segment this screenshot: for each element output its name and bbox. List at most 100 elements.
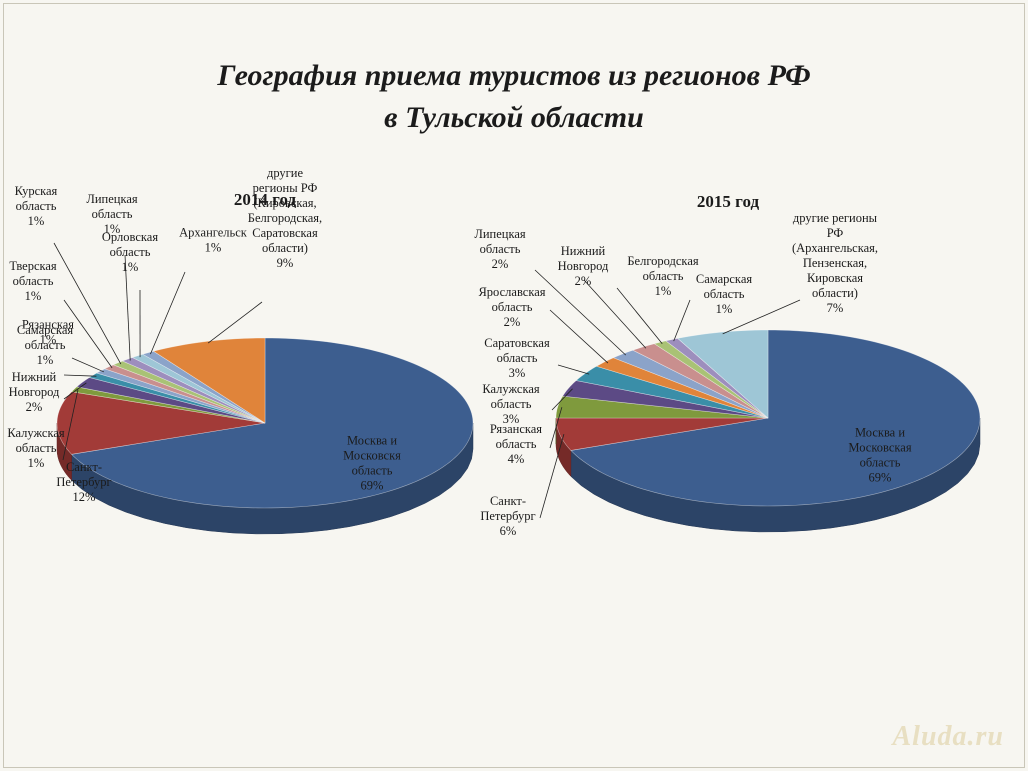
data-label-7: Курская область 1% bbox=[15, 184, 58, 228]
data-label-line: Московскя bbox=[343, 449, 401, 463]
leader-line-6 bbox=[63, 299, 113, 369]
data-label-line: область bbox=[352, 464, 393, 478]
title-line-1: География приема туристов из регионов РФ bbox=[217, 59, 811, 92]
data-label-2: Рязанская область 4% bbox=[490, 422, 542, 466]
pie-slice-11 bbox=[152, 337, 266, 424]
data-label-line: РФ bbox=[827, 226, 844, 240]
data-label-line: 2% bbox=[26, 400, 43, 414]
pie-chart-2015: 2015 год Москва и Московская область 69% Санк… bbox=[474, 192, 981, 538]
data-label-line: Рязанская bbox=[22, 318, 74, 332]
data-label-line: области) bbox=[812, 286, 858, 300]
data-label-2: Калужская область 1% bbox=[7, 426, 65, 470]
leader-line-10 bbox=[150, 271, 186, 355]
data-label-4: Саратовская область 3% bbox=[484, 336, 550, 380]
data-label-5: Ярославская область 2% bbox=[478, 285, 545, 329]
data-label-line: 1% bbox=[122, 260, 139, 274]
data-label-line: Новгород bbox=[9, 385, 60, 399]
data-label-line: Липецкая bbox=[474, 227, 526, 241]
data-label-line: Калужская bbox=[7, 426, 65, 440]
data-label-line: 2% bbox=[492, 257, 509, 271]
pie-slice-0 bbox=[570, 329, 981, 507]
data-label-line: область bbox=[92, 207, 133, 221]
data-label-line: Нижний bbox=[12, 370, 57, 384]
leader-line-4 bbox=[63, 374, 97, 377]
data-label-line: 7% bbox=[827, 301, 844, 315]
data-label-line: 3% bbox=[503, 412, 520, 426]
data-label-line: Московская bbox=[848, 441, 911, 455]
pie-title: 2015 год bbox=[697, 192, 760, 211]
leader-line-4 bbox=[557, 364, 590, 375]
pie-slice-1 bbox=[56, 391, 266, 455]
slide-frame bbox=[3, 3, 1025, 768]
data-label-1: Санкт-Петербург 6% bbox=[480, 494, 535, 538]
data-label-8: Белгородская область 1% bbox=[627, 254, 699, 298]
watermark-logo: Aluda.ru bbox=[892, 721, 1004, 752]
data-label-line: Ярославская bbox=[478, 285, 545, 299]
data-label-line: Саратовская bbox=[252, 226, 318, 240]
data-label-line: 1% bbox=[104, 222, 121, 236]
data-label-line: Санкт- bbox=[490, 494, 526, 508]
pie-labels: Москва и Московскя область 69%Санкт-Петербу… bbox=[7, 166, 401, 504]
data-label-line: 2% bbox=[575, 274, 592, 288]
leader-line-6 bbox=[534, 269, 627, 356]
data-label-line: Липецкая bbox=[86, 192, 138, 206]
data-label-10: другие регионы РФ (Архангельская, Пензенска… bbox=[792, 211, 878, 315]
data-label-line: Рязанская bbox=[490, 422, 542, 436]
data-label-line: 1% bbox=[655, 284, 672, 298]
data-label-line: 9% bbox=[277, 256, 294, 270]
pie-slices bbox=[555, 329, 981, 507]
data-label-line: 6% bbox=[500, 524, 517, 538]
data-label-line: область bbox=[643, 269, 684, 283]
data-label-line: Санкт- bbox=[66, 460, 102, 474]
leader-line-8 bbox=[616, 287, 663, 345]
data-label-line: регионы РФ bbox=[253, 181, 318, 195]
pie-title: 2014 год bbox=[234, 190, 297, 209]
data-label-line: область bbox=[16, 199, 57, 213]
slide-title: География приема туристов из регионов РФ… bbox=[0, 55, 1028, 139]
data-label-line: 12% bbox=[73, 490, 96, 504]
data-label-line: Белгородская bbox=[627, 254, 699, 268]
data-label-line: 1% bbox=[25, 289, 42, 303]
data-label-line: область bbox=[860, 456, 901, 470]
data-label-line: область bbox=[491, 397, 532, 411]
data-label-line: Новгород bbox=[558, 259, 609, 273]
data-label-line: Белгородская, bbox=[248, 211, 322, 225]
data-label-line: область bbox=[496, 437, 537, 451]
data-label-line: Москва и bbox=[347, 434, 397, 448]
data-label-line: 69% bbox=[361, 479, 384, 493]
data-label-5: Рязанская 1% bbox=[22, 318, 74, 347]
data-label-line: 1% bbox=[205, 241, 222, 255]
data-label-line: Пензенская, bbox=[803, 256, 867, 270]
data-label-line: Курская bbox=[15, 184, 58, 198]
data-label-line: Самарская bbox=[696, 272, 752, 286]
data-label-line: Тверская bbox=[9, 259, 57, 273]
data-label-line: 1% bbox=[37, 353, 54, 367]
data-label-9: Орловская область 1% bbox=[102, 230, 158, 274]
data-label-line: Петербург bbox=[56, 475, 111, 489]
data-label-line: область bbox=[110, 245, 151, 259]
data-label-line: области) bbox=[262, 241, 308, 255]
data-label-line: область bbox=[492, 300, 533, 314]
data-label-7: Нижний Новгород 2% bbox=[558, 244, 609, 288]
data-label-line: 1% bbox=[40, 333, 57, 347]
data-label-line: другие регионы bbox=[793, 211, 878, 225]
data-label-line: Самарская bbox=[17, 323, 73, 337]
data-label-line: Орловская bbox=[102, 230, 158, 244]
data-label-0: Москва и Московская область 69% bbox=[848, 426, 911, 485]
pie-slice-1 bbox=[555, 417, 769, 451]
leader-line-8 bbox=[124, 254, 131, 361]
pie-slice-10 bbox=[677, 329, 769, 419]
data-label-line: область bbox=[480, 242, 521, 256]
data-label-11: другие регионы РФ (Кировская, Белгородская,… bbox=[248, 166, 322, 270]
leader-line-7 bbox=[583, 279, 647, 349]
leader-line-5 bbox=[71, 357, 105, 373]
leader-line-2 bbox=[549, 407, 563, 449]
data-label-8: Липецкая область 1% bbox=[86, 192, 138, 236]
leader-line-11 bbox=[207, 301, 263, 344]
data-label-line: область bbox=[16, 441, 57, 455]
data-label-line: 3% bbox=[509, 366, 526, 380]
pie-slice-0 bbox=[70, 337, 474, 509]
data-label-6: Липецкая область 2% bbox=[474, 227, 526, 271]
leader-line-9 bbox=[673, 299, 691, 342]
